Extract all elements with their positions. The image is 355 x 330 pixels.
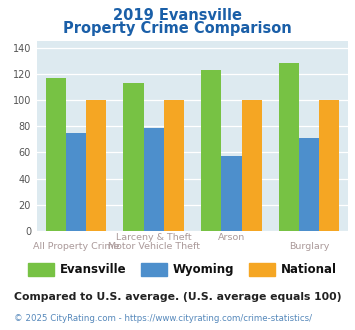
Text: All Property Crime: All Property Crime [33,242,119,250]
Text: Arson: Arson [218,233,245,242]
Bar [124,83,144,231]
Text: Larceny & Theft: Larceny & Theft [116,233,192,242]
Bar [66,133,86,231]
Bar [279,63,299,231]
Text: 2019 Evansville: 2019 Evansville [113,8,242,23]
Bar [164,100,184,231]
Bar [144,128,164,231]
Text: Burglary: Burglary [289,242,329,250]
Bar [241,100,262,231]
Bar [319,100,339,231]
Bar [221,156,241,231]
Text: Property Crime Comparison: Property Crime Comparison [63,21,292,36]
Bar [299,138,319,231]
Text: Motor Vehicle Theft: Motor Vehicle Theft [108,242,200,250]
Text: Compared to U.S. average. (U.S. average equals 100): Compared to U.S. average. (U.S. average … [14,292,342,302]
Bar [201,70,221,231]
Legend: Evansville, Wyoming, National: Evansville, Wyoming, National [24,258,341,281]
Bar [86,100,106,231]
Bar [46,78,66,231]
Text: © 2025 CityRating.com - https://www.cityrating.com/crime-statistics/: © 2025 CityRating.com - https://www.city… [14,314,312,323]
